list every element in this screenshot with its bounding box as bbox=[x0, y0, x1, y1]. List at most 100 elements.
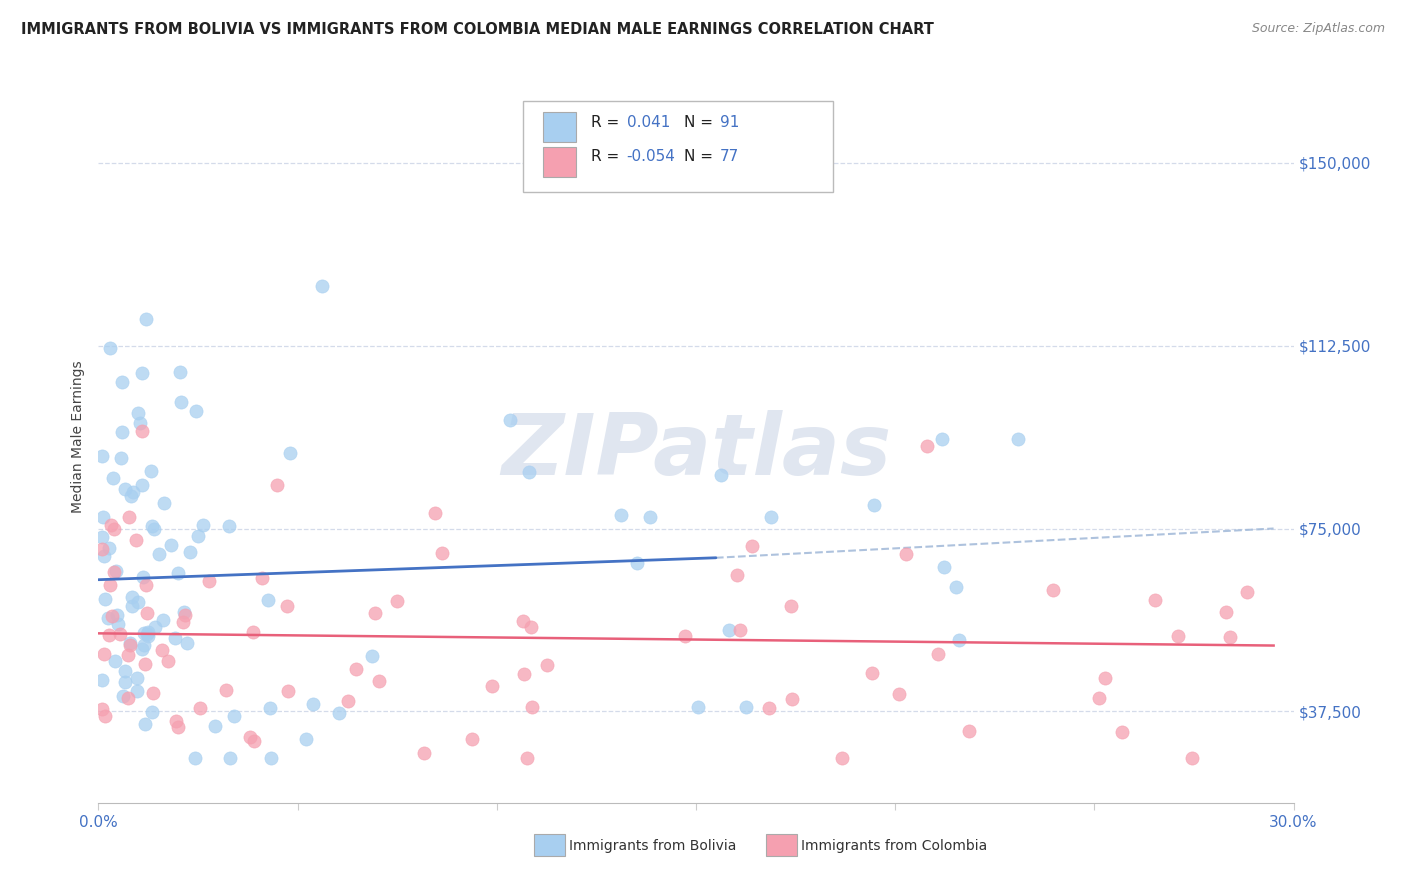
Point bbox=[184, 404, 207, 418]
Point bbox=[361, 649, 384, 664]
Point bbox=[218, 518, 240, 533]
Point bbox=[127, 595, 149, 609]
Point bbox=[239, 731, 262, 745]
Point bbox=[94, 709, 117, 723]
Point bbox=[166, 566, 188, 581]
Text: Immigrants from Bolivia: Immigrants from Bolivia bbox=[569, 838, 737, 853]
FancyBboxPatch shape bbox=[523, 101, 834, 192]
Point bbox=[626, 556, 648, 570]
Point bbox=[104, 564, 127, 578]
Point bbox=[1094, 671, 1116, 685]
Point bbox=[430, 546, 453, 560]
Point bbox=[173, 605, 195, 619]
Point bbox=[165, 631, 187, 645]
Point bbox=[167, 720, 190, 734]
Point bbox=[97, 628, 120, 642]
Point bbox=[517, 465, 540, 479]
Point bbox=[688, 699, 710, 714]
Point bbox=[1215, 605, 1237, 619]
Point bbox=[125, 671, 148, 685]
Point bbox=[98, 578, 121, 592]
Point bbox=[423, 506, 446, 520]
Point bbox=[894, 547, 917, 561]
Point bbox=[156, 654, 179, 668]
Point bbox=[368, 674, 391, 689]
Point bbox=[93, 647, 115, 661]
Point bbox=[1042, 583, 1064, 598]
Point bbox=[250, 571, 273, 585]
Point bbox=[513, 667, 536, 681]
Point bbox=[735, 700, 758, 714]
Point bbox=[150, 643, 173, 657]
Point bbox=[222, 709, 245, 723]
Point bbox=[141, 518, 163, 533]
Point bbox=[121, 484, 143, 499]
Point bbox=[179, 544, 201, 558]
Point bbox=[311, 279, 333, 293]
Point bbox=[609, 508, 631, 523]
Point bbox=[728, 623, 751, 637]
Text: N =: N = bbox=[685, 115, 718, 130]
Point bbox=[103, 522, 125, 536]
Point bbox=[127, 406, 149, 420]
Point bbox=[169, 365, 191, 379]
Text: 91: 91 bbox=[720, 115, 740, 130]
Point bbox=[118, 510, 141, 524]
Point bbox=[204, 719, 226, 733]
Text: IMMIGRANTS FROM BOLIVIA VS IMMIGRANTS FROM COLOMBIA MEDIAN MALE EARNINGS CORRELA: IMMIGRANTS FROM BOLIVIA VS IMMIGRANTS FR… bbox=[21, 22, 934, 37]
Point bbox=[219, 750, 242, 764]
Point bbox=[266, 477, 288, 491]
Point bbox=[344, 662, 367, 676]
Point bbox=[91, 541, 114, 556]
Point bbox=[128, 417, 150, 431]
Point bbox=[110, 425, 132, 439]
Point bbox=[673, 630, 696, 644]
Point bbox=[121, 590, 143, 604]
FancyBboxPatch shape bbox=[543, 146, 576, 178]
Point bbox=[105, 607, 128, 622]
Point bbox=[280, 446, 302, 460]
Point bbox=[107, 617, 129, 632]
Point bbox=[710, 468, 733, 483]
Point bbox=[142, 686, 165, 700]
Point bbox=[1111, 724, 1133, 739]
Point bbox=[460, 732, 482, 747]
Point bbox=[125, 533, 148, 547]
Point bbox=[522, 700, 544, 714]
Text: Source: ZipAtlas.com: Source: ZipAtlas.com bbox=[1251, 22, 1385, 36]
Point bbox=[100, 517, 122, 532]
Point bbox=[1007, 432, 1029, 446]
Text: R =: R = bbox=[591, 115, 624, 130]
Point bbox=[148, 547, 170, 561]
Point bbox=[135, 627, 157, 641]
Point bbox=[101, 608, 124, 623]
Point bbox=[257, 593, 280, 607]
Point bbox=[136, 624, 159, 639]
Point bbox=[718, 623, 741, 637]
Point bbox=[915, 439, 938, 453]
Point bbox=[97, 611, 120, 625]
Point bbox=[117, 691, 139, 706]
Text: R =: R = bbox=[591, 150, 624, 164]
Point bbox=[114, 675, 136, 690]
Point bbox=[758, 700, 780, 714]
Point bbox=[97, 541, 120, 555]
Point bbox=[142, 522, 165, 536]
Point bbox=[91, 530, 114, 544]
Text: -0.054: -0.054 bbox=[627, 150, 675, 164]
Point bbox=[184, 750, 207, 764]
Text: ZIPatlas: ZIPatlas bbox=[501, 410, 891, 493]
Point bbox=[103, 565, 125, 579]
Text: 0.041: 0.041 bbox=[627, 115, 671, 130]
Point bbox=[242, 624, 264, 639]
Point bbox=[135, 578, 157, 592]
Point bbox=[176, 636, 198, 650]
Point bbox=[145, 620, 167, 634]
Point bbox=[91, 702, 114, 716]
Point bbox=[1219, 630, 1241, 644]
Point bbox=[135, 311, 157, 326]
Point bbox=[638, 510, 661, 524]
Point bbox=[193, 518, 215, 533]
Point bbox=[120, 489, 142, 503]
Text: 77: 77 bbox=[720, 150, 740, 164]
